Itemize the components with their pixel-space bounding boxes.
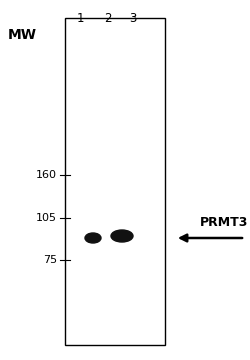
Ellipse shape [85, 233, 100, 243]
Text: PRMT3: PRMT3 [199, 216, 247, 229]
Text: 105: 105 [36, 213, 57, 223]
Text: 1: 1 [76, 12, 84, 25]
Text: 3: 3 [129, 12, 136, 25]
Bar [65, 18, 164, 345]
Text: 160: 160 [36, 170, 57, 180]
Text: MW: MW [8, 28, 36, 42]
Ellipse shape [110, 230, 132, 242]
Text: 2: 2 [104, 12, 111, 25]
Text: 75: 75 [43, 255, 57, 265]
